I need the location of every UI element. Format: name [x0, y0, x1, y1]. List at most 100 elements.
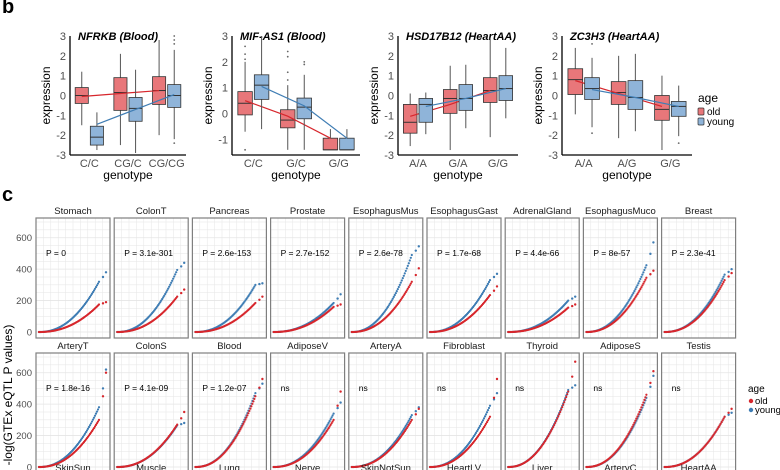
- qq-point-young: [481, 291, 485, 294]
- qq-y-tick-label: 0: [27, 463, 32, 470]
- qq-point-old: [254, 301, 257, 305]
- qq-point-old: [723, 415, 726, 418]
- qq-point-young: [713, 292, 716, 295]
- outlier-point: [244, 53, 246, 56]
- facet-strip-label: Muscle: [136, 463, 166, 470]
- qq-point-young: [101, 275, 105, 279]
- legend-label: young: [707, 117, 734, 128]
- qq-point-old: [176, 423, 179, 426]
- qq-point-young: [94, 285, 98, 289]
- qq-point-old: [716, 291, 719, 294]
- facet-strip-label: AdrenalGland: [513, 206, 571, 217]
- facet-border: [191, 352, 267, 470]
- qq-point-young: [249, 291, 252, 295]
- qq-point-young: [631, 293, 634, 296]
- p-value-label: P = 2.3e-41: [672, 248, 716, 258]
- boxplot-3: -3 -2 -1 0 1 2 3 A/A G/A G/G genotype expression HSD…: [367, 31, 518, 182]
- qq-point-young: [403, 426, 406, 429]
- qq-point-young: [641, 273, 644, 276]
- qq-point-young: [167, 287, 170, 290]
- qq-point-old: [482, 426, 486, 429]
- qq-point-old: [92, 426, 96, 430]
- qq-point-old: [627, 432, 630, 436]
- p-value-label: ns: [281, 383, 290, 393]
- qq-point-old: [649, 273, 652, 276]
- x-tick-label: CG/CG: [149, 158, 185, 170]
- qq-point-old: [717, 426, 720, 429]
- qq-point-young: [332, 412, 335, 415]
- qq-point-old: [554, 421, 557, 425]
- qq-point-young: [486, 409, 490, 412]
- outlier-point: [677, 142, 680, 145]
- qq-point-old: [546, 436, 549, 439]
- qq-point-young: [165, 291, 168, 294]
- qq-point-young: [567, 388, 570, 392]
- box-old: [567, 68, 584, 95]
- qq-point-young: [253, 285, 256, 288]
- qq-point-old: [331, 420, 334, 423]
- facet-strip-label: SkinNotSun: [361, 463, 411, 470]
- facet-EsophagusMuco: EsophagusMuco P = 8e-57: [582, 206, 659, 339]
- qq-point-young: [408, 259, 411, 262]
- qq-point-young: [723, 273, 726, 276]
- qq-point-old: [252, 400, 255, 403]
- qq-point-young: [339, 293, 342, 296]
- qq-point-old: [565, 395, 568, 399]
- qq-point-young: [476, 428, 480, 431]
- box-young: [627, 80, 644, 110]
- plot-title: HSD17B12 (HeartAA): [406, 31, 516, 43]
- x-axis-title: genotype: [103, 168, 153, 182]
- qq-point-young: [480, 293, 484, 296]
- facet-ArteryA: ArteryA ns: [348, 341, 424, 470]
- qq-point-old: [403, 292, 406, 295]
- facet-strip-label: Thyroid: [526, 341, 558, 352]
- qq-point-young: [727, 413, 730, 416]
- y-tick-label: 3: [222, 31, 228, 43]
- qq-point-young: [390, 299, 393, 302]
- qq-point-young: [633, 290, 636, 293]
- qq-point-young: [574, 295, 577, 298]
- qq-point-young: [92, 289, 96, 292]
- x-tick-label: C/C: [80, 158, 99, 170]
- qq-point-young: [479, 294, 483, 297]
- qq-point-old: [566, 393, 569, 396]
- outlier-point: [286, 55, 289, 58]
- qq-point-young: [84, 431, 88, 434]
- qq-point-young: [336, 297, 339, 300]
- qq-point-old: [555, 419, 558, 422]
- x-tick-label: A/G: [618, 158, 637, 170]
- box-young: [339, 137, 355, 151]
- qq-point-old: [718, 288, 721, 291]
- qq-y-tick-label: 400: [16, 400, 32, 411]
- qq-point-old: [254, 395, 257, 398]
- qq-point-old: [402, 294, 405, 297]
- facet-AdiposeS: AdiposeS ns: [582, 341, 659, 470]
- qq-point-old: [548, 433, 551, 436]
- qq-point-young: [402, 274, 405, 277]
- y-axis-title: expression: [367, 66, 381, 124]
- qq-y-tick-label: 200: [16, 296, 32, 307]
- trend-line-old: [81, 89, 160, 98]
- facet-SkinSun: SkinSun: [55, 463, 90, 470]
- qq-point-young: [96, 408, 100, 411]
- qq-point-old: [253, 397, 256, 400]
- qq-point-old: [101, 302, 105, 305]
- qq-point-young: [414, 410, 417, 413]
- qq-point-old: [176, 295, 179, 298]
- y-axis-title: expression: [39, 66, 53, 124]
- qq-point-young: [639, 277, 642, 281]
- qq-point-old: [645, 393, 648, 396]
- facet-border: [191, 217, 267, 339]
- qq-point-young: [339, 401, 342, 404]
- qq-point-old: [336, 304, 339, 307]
- qq-point-old: [652, 369, 655, 373]
- qq-point-old: [637, 291, 640, 294]
- qq-point-young: [714, 290, 717, 293]
- trend-line-young: [591, 88, 679, 107]
- y-tick-label: -1: [548, 110, 558, 122]
- qq-point-young: [168, 285, 171, 288]
- qq-point-old: [561, 406, 564, 409]
- qq-point-young: [488, 404, 492, 407]
- facet-Lung: Lung: [219, 463, 240, 470]
- qq-point-old: [235, 435, 238, 438]
